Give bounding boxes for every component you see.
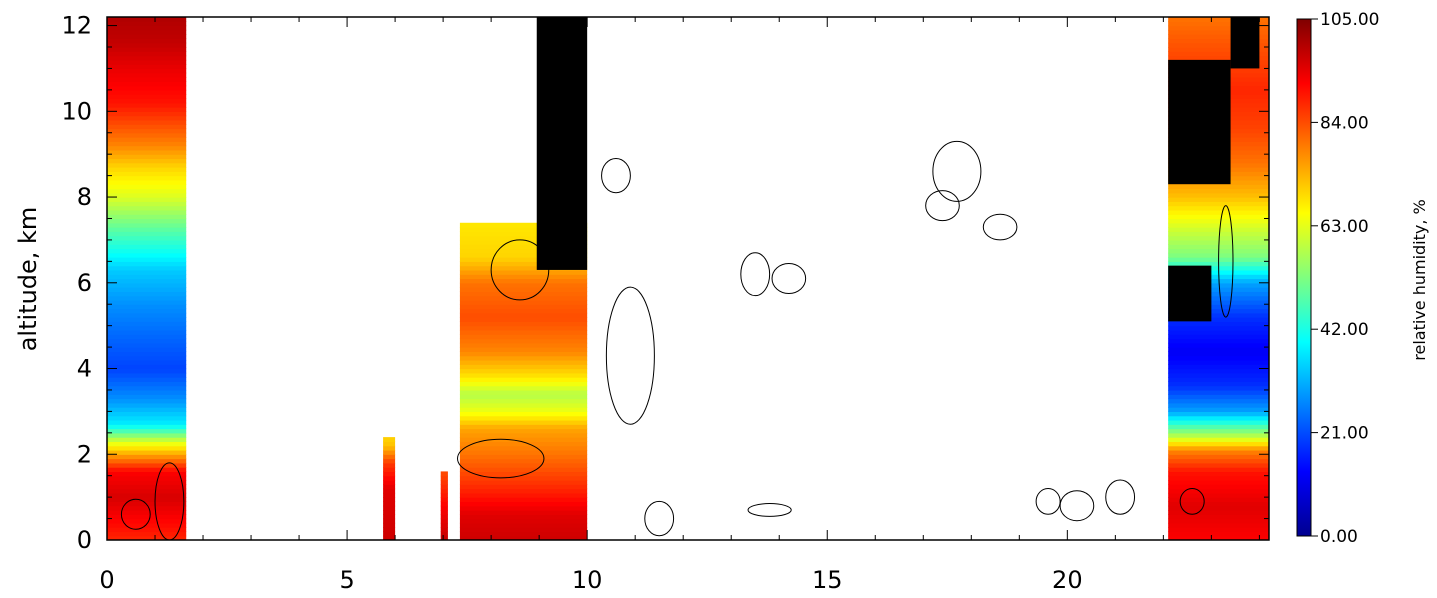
cloud-contour: [605, 286, 655, 425]
cloud-contour: [457, 438, 545, 479]
y-tick-label: 6: [77, 269, 92, 297]
x-tick-label: 0: [99, 566, 114, 594]
data-block-3: [459, 222, 588, 540]
colorbar: 0.00 21.00 42.00 63.00 84.00 105.00 relative …: [1296, 10, 1429, 547]
cloud-contour: [1059, 490, 1095, 522]
y-axis-title: altitude, km: [14, 207, 42, 352]
colorbar-tick-label: 63.00: [1320, 217, 1369, 237]
cloud-contour-layer: [120, 140, 1234, 540]
saturated-region: [1230, 17, 1260, 69]
colorbar-tick-label: 42.00: [1320, 320, 1369, 340]
x-tick-label: 10: [572, 566, 603, 594]
colorbar-gradient: [1296, 18, 1312, 537]
cloud-contour: [982, 213, 1018, 241]
cloud-contour: [740, 252, 771, 297]
cloud-contour: [1218, 205, 1234, 318]
y-tick-label: 12: [61, 12, 92, 40]
data-block-1: [383, 437, 396, 540]
cloud-contour: [1035, 488, 1061, 515]
saturated-region: [1168, 59, 1231, 185]
cloud-contour: [644, 500, 675, 537]
cloud-contour: [601, 157, 631, 194]
cloud-contour: [120, 498, 151, 530]
y-tick-label: 0: [77, 526, 92, 554]
y-tick-label: 10: [61, 97, 92, 125]
data-block-0: [107, 17, 187, 540]
y-tick-label: 8: [77, 183, 92, 211]
x-axis: 0 5 10 15 20: [99, 17, 1260, 594]
colorbar-tick-label: 84.00: [1320, 113, 1369, 133]
cloud-contour: [932, 140, 982, 202]
x-tick-label: 20: [1052, 566, 1083, 594]
cloud-contour: [1179, 488, 1205, 515]
colorbar-tick-label: 0.00: [1320, 527, 1358, 547]
x-tick-label: 5: [339, 566, 354, 594]
colorbar-tick-label: 105.00: [1320, 10, 1379, 30]
cloud-contour: [490, 239, 550, 301]
y-axis: 0 2 4 6 8 10 12: [61, 12, 1269, 554]
cloud-contour: [771, 262, 807, 295]
data-block-2: [440, 471, 448, 540]
cloud-contour: [925, 190, 960, 222]
saturated-region-layer: [536, 17, 1260, 322]
colorbar-ticks: 0.00 21.00 42.00 63.00 84.00 105.00: [1311, 10, 1379, 547]
y-tick-label: 2: [77, 440, 92, 468]
heatmap-layer: [107, 17, 1269, 540]
colorbar-title: relative humidity, %: [1410, 199, 1429, 360]
saturated-region: [536, 17, 588, 270]
saturated-region: [1168, 265, 1212, 322]
cloud-contour: [747, 503, 792, 517]
y-tick-label: 4: [77, 355, 92, 383]
plot-frame: [106, 16, 1270, 541]
colorbar-tick-label: 21.00: [1320, 424, 1369, 444]
x-tick-label: 15: [812, 566, 843, 594]
cloud-contour: [1105, 479, 1136, 515]
